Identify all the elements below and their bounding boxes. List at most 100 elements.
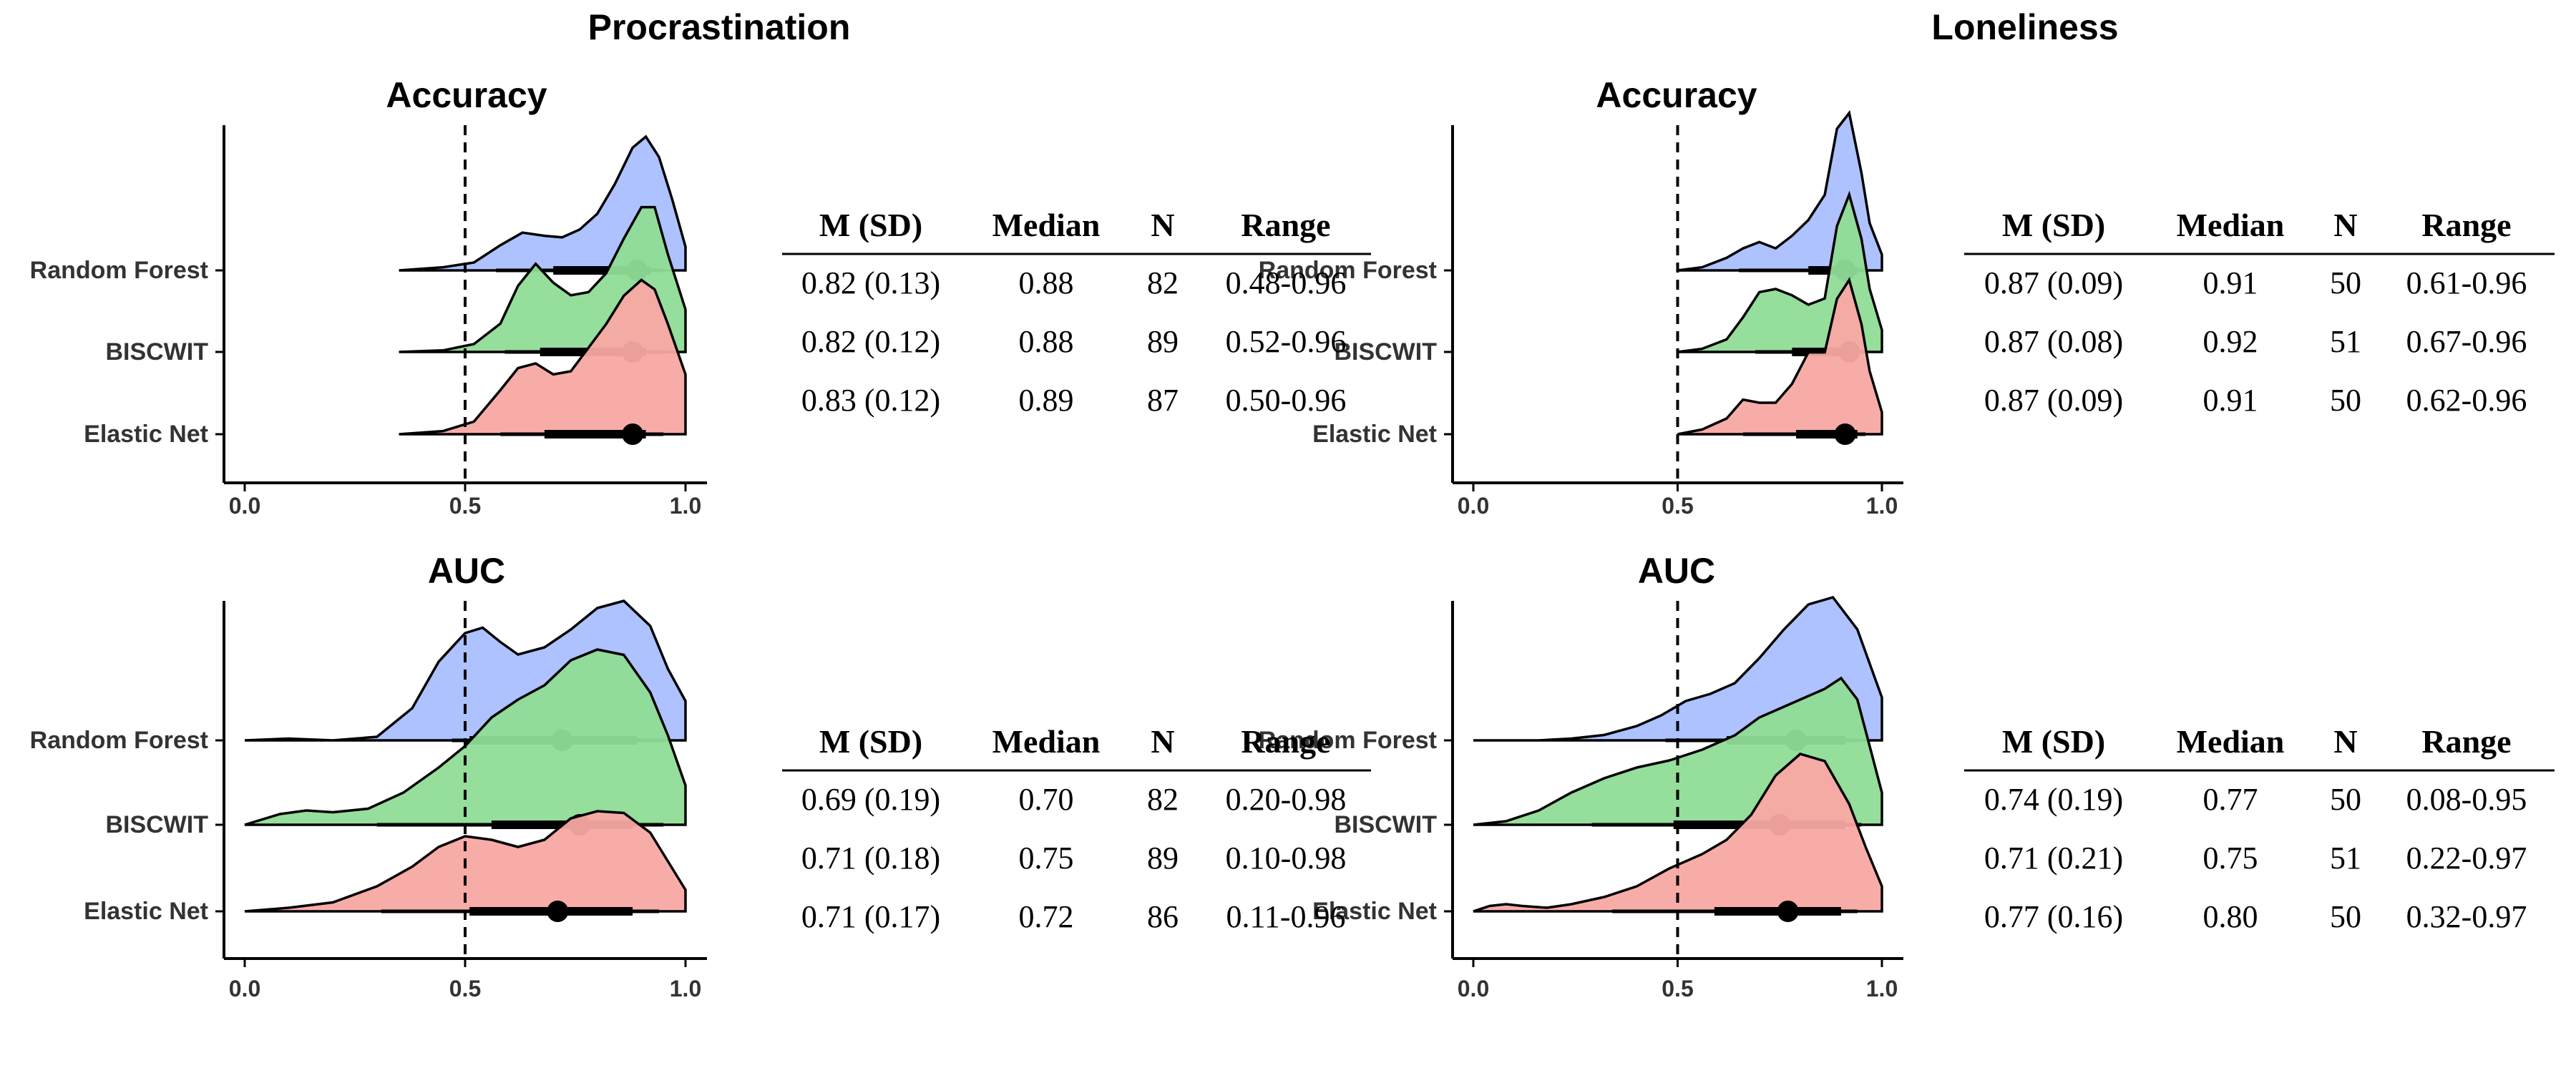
x-tick-label: 0.5 [449,976,481,1001]
density-ridge [399,134,687,272]
table-cell: 50 [2330,265,2361,300]
table-cell: 0.11-0.96 [1226,899,1345,934]
group-title-procrastination: Procrastination [588,7,851,47]
panel-title: Accuracy [386,75,547,115]
panel-title: AUC [1638,551,1715,591]
table-cell: 0.87 (0.09) [1984,265,2123,300]
table-cell: 0.71 (0.17) [801,899,940,934]
stats-table-procrastination-accuracy: M (SD) Median N Range 0.82 (0.13) 0.88 82 0.48-… [782,207,1371,418]
table-cell: 0.80 [2203,899,2258,934]
density-ridge [1677,190,1883,353]
table-header: Median [992,207,1101,243]
category-label: BISCWIT [1334,338,1437,366]
category-label: Elastic Net [1312,421,1437,448]
table-cell: 86 [1147,899,1179,934]
x-tick-label: 0.0 [229,976,260,1001]
median-point [1834,423,1856,445]
table-cell: 0.77 (0.16) [1984,899,2123,934]
table-cell: 89 [1147,841,1179,876]
category-label: BISCWIT [1334,811,1437,838]
category-label: Elastic Net [1312,898,1437,925]
x-tick-label: 1.0 [670,493,701,519]
x-tick-label: 0.5 [449,493,481,519]
table-cell: 0.92 [2203,324,2258,359]
table-cell: 0.74 (0.19) [1984,782,2123,817]
density-ridge [1677,109,1883,272]
table-cell: 0.50-0.96 [1226,383,1347,418]
category-label: Random Forest [30,257,208,284]
table-header: Median [2177,723,2285,760]
table-cell: 0.08-0.95 [2406,782,2527,817]
table-cell: 0.48-0.96 [1226,265,1347,300]
table-cell: 0.62-0.96 [2406,383,2527,418]
table-cell: 0.22-0.97 [2406,841,2527,876]
x-tick-label: 0.0 [229,493,260,519]
table-cell: 0.69 (0.19) [801,782,940,817]
group-title-loneliness: Loneliness [1931,7,2118,47]
stats-table-loneliness-accuracy: M (SD) Median N Range 0.87 (0.09) 0.91 50 0.61-… [1964,207,2555,418]
table-header: Median [992,723,1101,760]
table-cell: 50 [2330,899,2361,934]
table-cell: 0.72 [1019,899,1074,934]
table-cell: 0.77 [2203,782,2258,817]
panel-loneliness-accuracy: Accuracy Random Forest BISCWIT Elastic Net… [1259,75,1903,519]
table-cell: 0.71 (0.21) [1984,841,2123,876]
table-cell: 82 [1147,782,1179,817]
table-cell: 0.87 (0.08) [1984,324,2123,359]
table-header: N [2333,207,2357,243]
table-header: M (SD) [819,723,922,760]
panel-loneliness-auc: AUC Random Forest BISCWIT Elastic Net 0.0 0.… [1259,551,1903,1001]
density-ridge [1473,753,1883,913]
panel-procrastination-auc: AUC Random Forest BISCWIT Elastic Net 0.0 0.… [30,551,707,1001]
table-header: M (SD) [2002,723,2105,760]
table-cell: 0.67-0.96 [2406,324,2527,359]
stats-table-loneliness-auc: M (SD) Median N Range 0.74 (0.19) 0.77 50 0.08-… [1964,723,2555,934]
median-point [1777,901,1799,922]
x-tick-label: 0.5 [1662,493,1693,519]
table-cell: 0.87 (0.09) [1984,383,2123,418]
table-header: N [1151,723,1174,760]
median-point [547,901,569,922]
table-cell: 89 [1147,324,1179,359]
category-label: Elastic Net [84,421,208,448]
x-tick-label: 0.0 [1458,493,1489,519]
category-label: Elastic Net [84,898,208,925]
panel-procrastination-accuracy: Accuracy Random Forest BISCWIT Elastic Net… [30,75,707,519]
table-header: Range [1241,207,1330,243]
table-cell: 0.91 [2203,383,2258,418]
table-header: M (SD) [2002,207,2105,243]
table-header: Range [1241,723,1330,760]
table-cell: 0.82 (0.13) [801,265,940,300]
table-header: Range [2421,207,2511,243]
table-cell: 0.52-0.96 [1226,324,1347,359]
density-ridge [1473,595,1883,742]
table-cell: 50 [2330,782,2361,817]
table-cell: 0.10-0.98 [1226,841,1347,876]
category-label: Random Forest [1259,727,1437,754]
x-tick-label: 1.0 [670,976,701,1001]
table-cell: 0.75 [1019,841,1074,876]
table-cell: 0.75 [2203,841,2258,876]
panel-title: Accuracy [1596,75,1757,115]
density-ridge [1677,277,1883,436]
table-header: M (SD) [819,207,922,243]
table-cell: 51 [2330,841,2361,876]
panel-title: AUC [428,551,505,591]
table-cell: 0.89 [1019,383,1074,418]
table-header: N [2333,723,2357,760]
table-cell: 50 [2330,383,2361,418]
category-label: BISCWIT [105,338,208,366]
table-cell: 0.83 (0.12) [801,383,940,418]
median-point [622,423,644,445]
category-label: Random Forest [1259,257,1437,284]
table-cell: 0.88 [1019,324,1074,359]
table-cell: 0.71 (0.18) [801,841,940,876]
table-cell: 87 [1147,383,1179,418]
table-cell: 51 [2330,324,2361,359]
x-tick-label: 1.0 [1866,976,1898,1001]
table-header: Range [2421,723,2511,760]
density-ridge [399,278,687,436]
table-cell: 0.82 (0.12) [801,324,940,359]
table-header: Median [2177,207,2285,243]
